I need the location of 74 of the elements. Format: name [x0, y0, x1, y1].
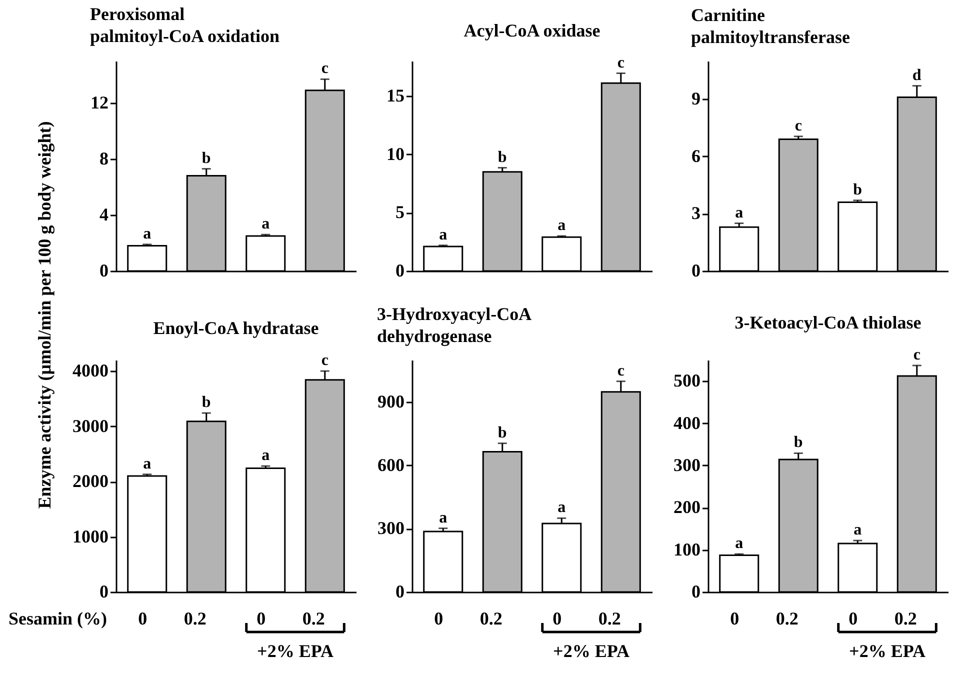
data-label: d: [912, 66, 922, 84]
x-tick-label: 0: [848, 608, 858, 628]
y-tick-label: 3: [692, 203, 700, 224]
x-tick-label: 0: [434, 608, 444, 628]
y-tick-label: 8: [100, 148, 108, 168]
x-axis-title: Sesamin (%): [8, 608, 108, 628]
y-tick-label: 300: [674, 454, 700, 475]
data-label: a: [854, 522, 862, 539]
data-label: a: [143, 225, 152, 242]
y-tick-label: 1000: [72, 526, 108, 546]
data-label: a: [143, 455, 152, 472]
x-tick-label: 0.2: [302, 608, 325, 628]
data-label: a: [558, 499, 566, 516]
y-tick-label: 0: [100, 260, 108, 280]
x-tick-label: 0: [138, 608, 148, 628]
y-tick-label: 12: [90, 92, 108, 112]
text: +2% EPA: [257, 641, 334, 661]
data-label: a: [439, 226, 448, 244]
data-label: c: [794, 117, 802, 134]
data-label: a: [558, 217, 566, 234]
y-tick-label: 600: [378, 454, 404, 475]
y-tick-label: 200: [674, 497, 700, 518]
y-tick-label: 0: [396, 582, 404, 602]
data-label: c: [617, 362, 624, 380]
data-label: b: [202, 394, 211, 412]
x-tick-label: 0: [256, 608, 266, 628]
y-tick-label: 300: [378, 518, 404, 538]
data-label: c: [617, 54, 624, 72]
data-label: b: [794, 434, 803, 452]
y-tick-label: 2000: [72, 471, 108, 492]
data-label: c: [321, 352, 328, 370]
y-tick-label: 4: [100, 204, 108, 224]
data-label: b: [498, 424, 507, 442]
chart-title: Peroxisomal palmitoyl-CoA oxidation: [90, 4, 280, 46]
y-axis-title: Enzyme activity (µmol/min per 100 g body weight): [34, 121, 56, 509]
x-tick-label: 0.2: [894, 608, 917, 628]
x-tick-label: 0.2: [480, 608, 502, 628]
y-tick-label: 0: [396, 260, 404, 280]
chart-title: 3-Hydroxyacyl-CoA dehydrogenase: [377, 304, 532, 346]
data-label: b: [202, 150, 211, 167]
x-tick-label: 0.2: [776, 608, 798, 628]
chart-title: Enoyl-CoA hydratase: [153, 318, 319, 338]
y-tick-label: 0: [692, 582, 700, 602]
text: +2% EPA: [553, 641, 630, 661]
y-tick-label: 10: [386, 144, 404, 164]
x-tick-label: 0: [730, 608, 740, 628]
data-label: b: [498, 148, 507, 166]
y-tick-label: 3000: [72, 416, 108, 436]
y-tick-label: 0: [100, 582, 108, 602]
data-label: a: [262, 216, 270, 233]
data-label: c: [321, 60, 328, 78]
y-tick-label: 400: [674, 412, 700, 433]
y-tick-label: 9: [692, 88, 700, 109]
chart-title: 3-Ketoacyl-CoA thiolase: [734, 312, 922, 332]
data-label: a: [439, 509, 448, 526]
x-tick-label: 0.2: [184, 608, 206, 628]
y-tick-label: 500: [674, 370, 700, 391]
x-tick-label: 0.2: [598, 608, 621, 628]
y-tick-label: 5: [396, 202, 404, 222]
text: +2% EPA: [849, 641, 926, 661]
chart-title: Acyl-CoA oxidase: [464, 20, 600, 40]
y-tick-label: 100: [674, 539, 700, 560]
x-tick-label: 0: [552, 608, 562, 628]
y-tick-label: 15: [386, 86, 404, 106]
data-label: a: [735, 204, 744, 222]
chart-title: Carnitine palmitoyltransferase: [691, 5, 850, 47]
y-tick-label: 0: [692, 260, 700, 280]
data-label: b: [853, 181, 862, 198]
y-tick-label: 900: [378, 392, 404, 412]
data-label: c: [913, 346, 920, 364]
data-label: a: [735, 535, 744, 552]
y-tick-label: 4000: [72, 360, 108, 381]
data-label: a: [262, 447, 270, 464]
y-tick-label: 6: [692, 146, 700, 166]
